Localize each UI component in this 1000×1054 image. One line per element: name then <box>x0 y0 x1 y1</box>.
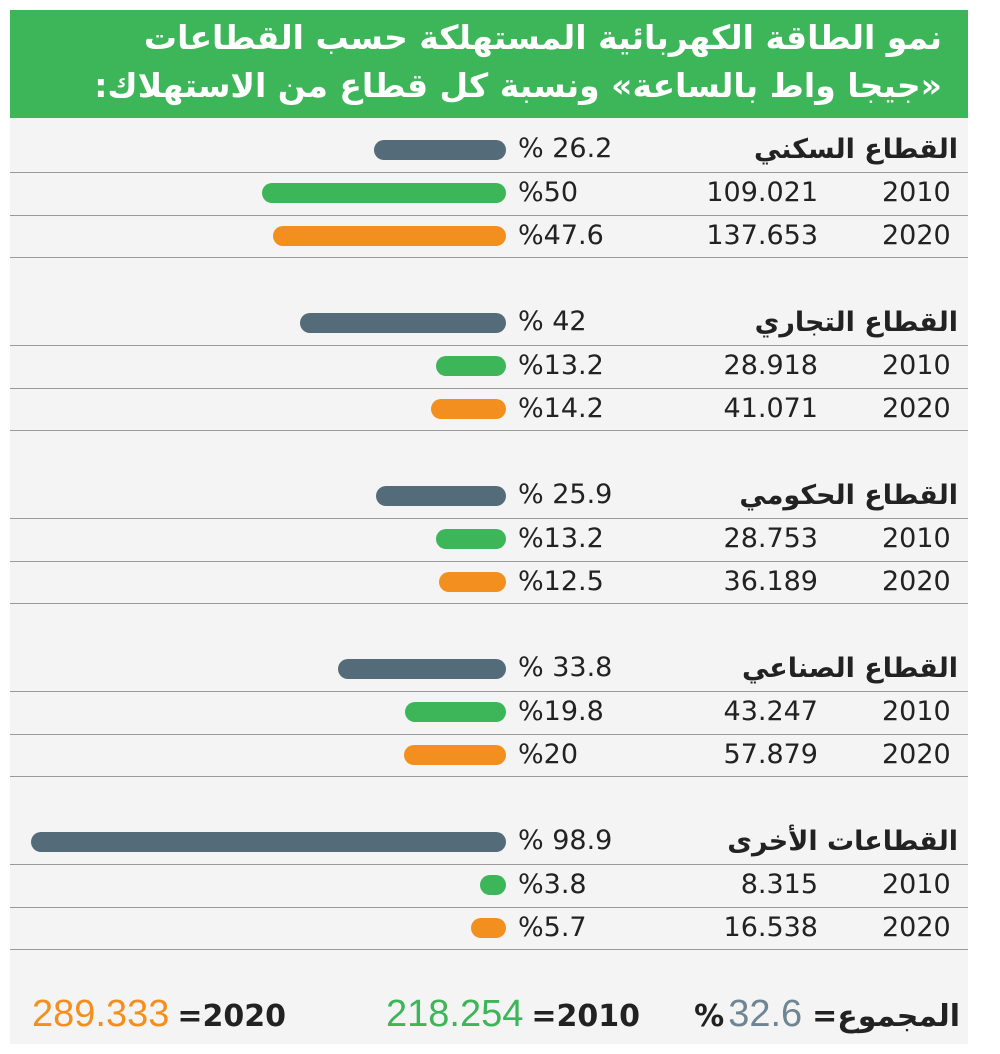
share-label: %19.8 <box>518 696 604 727</box>
year-label: 2020 <box>882 566 951 597</box>
row-divider <box>10 907 968 908</box>
consumption-value: 41.071 <box>723 393 818 424</box>
section-divider <box>10 949 968 950</box>
consumption-value: 28.918 <box>723 350 818 381</box>
row-divider <box>10 734 968 735</box>
consumption-value: 36.189 <box>723 566 818 597</box>
row-divider <box>10 215 968 216</box>
share-bar-2010 <box>435 356 506 376</box>
row-divider <box>10 388 968 389</box>
growth-bar <box>31 832 506 852</box>
year-label: 2010 <box>882 350 951 381</box>
total-2010-group: 218.254 2010= <box>386 994 640 1038</box>
total-growth-value: 32.6 <box>728 993 803 1035</box>
share-label: %3.8 <box>518 869 587 900</box>
share-label: %13.2 <box>518 350 604 381</box>
share-label: %50 <box>518 177 579 208</box>
sector-name: القطاعات الأخرى <box>727 826 958 857</box>
row-divider <box>10 691 968 692</box>
growth-label: % 33.8 <box>518 652 613 683</box>
growth-label: % 26.2 <box>518 133 613 164</box>
share-label: %20 <box>518 739 579 770</box>
share-label: %13.2 <box>518 523 604 554</box>
section-divider <box>10 257 968 258</box>
consumption-value: 43.247 <box>723 696 818 727</box>
growth-bar <box>374 140 506 160</box>
share-label: %5.7 <box>518 912 587 943</box>
title-line-2: «جيجا واط بالساعة» ونسبة كل قطاع من الاس… <box>94 66 942 105</box>
year-label: 2020 <box>882 739 951 770</box>
share-bar-2010 <box>404 702 506 722</box>
total-growth-group: % 32.6 المجموع= <box>694 994 960 1038</box>
year-label: 2020 <box>882 220 951 251</box>
growth-bar <box>375 486 506 506</box>
share-bar-2020 <box>273 226 506 246</box>
sector-name: القطاع التجاري <box>754 307 958 338</box>
sector-name: القطاع الصناعي <box>741 653 958 684</box>
title-line-1: نمو الطاقة الكهربائية المستهلكة حسب القط… <box>143 18 942 57</box>
row-divider <box>10 561 968 562</box>
sector-name: القطاع السكني <box>753 134 958 165</box>
year-label: 2010 <box>882 869 951 900</box>
consumption-value: 8.315 <box>740 869 818 900</box>
title-banner: نمو الطاقة الكهربائية المستهلكة حسب القط… <box>10 10 968 118</box>
growth-label: % 98.9 <box>518 825 613 856</box>
consumption-value: 137.653 <box>706 220 818 251</box>
year-label: 2020 <box>882 393 951 424</box>
growth-bar <box>338 659 506 679</box>
row-divider <box>10 864 968 865</box>
row-divider <box>10 345 968 346</box>
share-bar-2020 <box>403 745 506 765</box>
consumption-value: 28.753 <box>723 523 818 554</box>
consumption-value: 16.538 <box>723 912 818 943</box>
total-pct-sign: % <box>694 999 725 1034</box>
total-2020-value: 289.333 <box>32 993 170 1035</box>
sector-name: القطاع الحكومي <box>739 480 958 511</box>
growth-label: % 42 <box>518 306 587 337</box>
total-2020-label: 2020= <box>177 999 287 1034</box>
share-bar-2010 <box>435 529 506 549</box>
section-divider <box>10 430 968 431</box>
share-bar-2010 <box>480 875 506 895</box>
share-label: %12.5 <box>518 566 604 597</box>
growth-label: % 25.9 <box>518 479 613 510</box>
consumption-value: 57.879 <box>723 739 818 770</box>
share-bar-2020 <box>439 572 506 592</box>
year-label: 2010 <box>882 696 951 727</box>
total-label: المجموع= <box>812 999 960 1034</box>
section-divider <box>10 776 968 777</box>
share-bar-2010 <box>262 183 506 203</box>
infographic-panel <box>10 10 968 1044</box>
row-divider <box>10 172 968 173</box>
share-label: %47.6 <box>518 220 604 251</box>
total-2010-label: 2010= <box>531 999 641 1034</box>
consumption-value: 109.021 <box>706 177 818 208</box>
share-bar-2020 <box>430 399 506 419</box>
year-label: 2010 <box>882 177 951 208</box>
growth-bar <box>299 313 506 333</box>
total-2020-group: 289.333 2020= <box>32 994 286 1038</box>
year-label: 2010 <box>882 523 951 554</box>
share-label: %14.2 <box>518 393 604 424</box>
row-divider <box>10 518 968 519</box>
year-label: 2020 <box>882 912 951 943</box>
total-2010-value: 218.254 <box>386 993 524 1035</box>
share-bar-2020 <box>471 918 506 938</box>
section-divider <box>10 603 968 604</box>
